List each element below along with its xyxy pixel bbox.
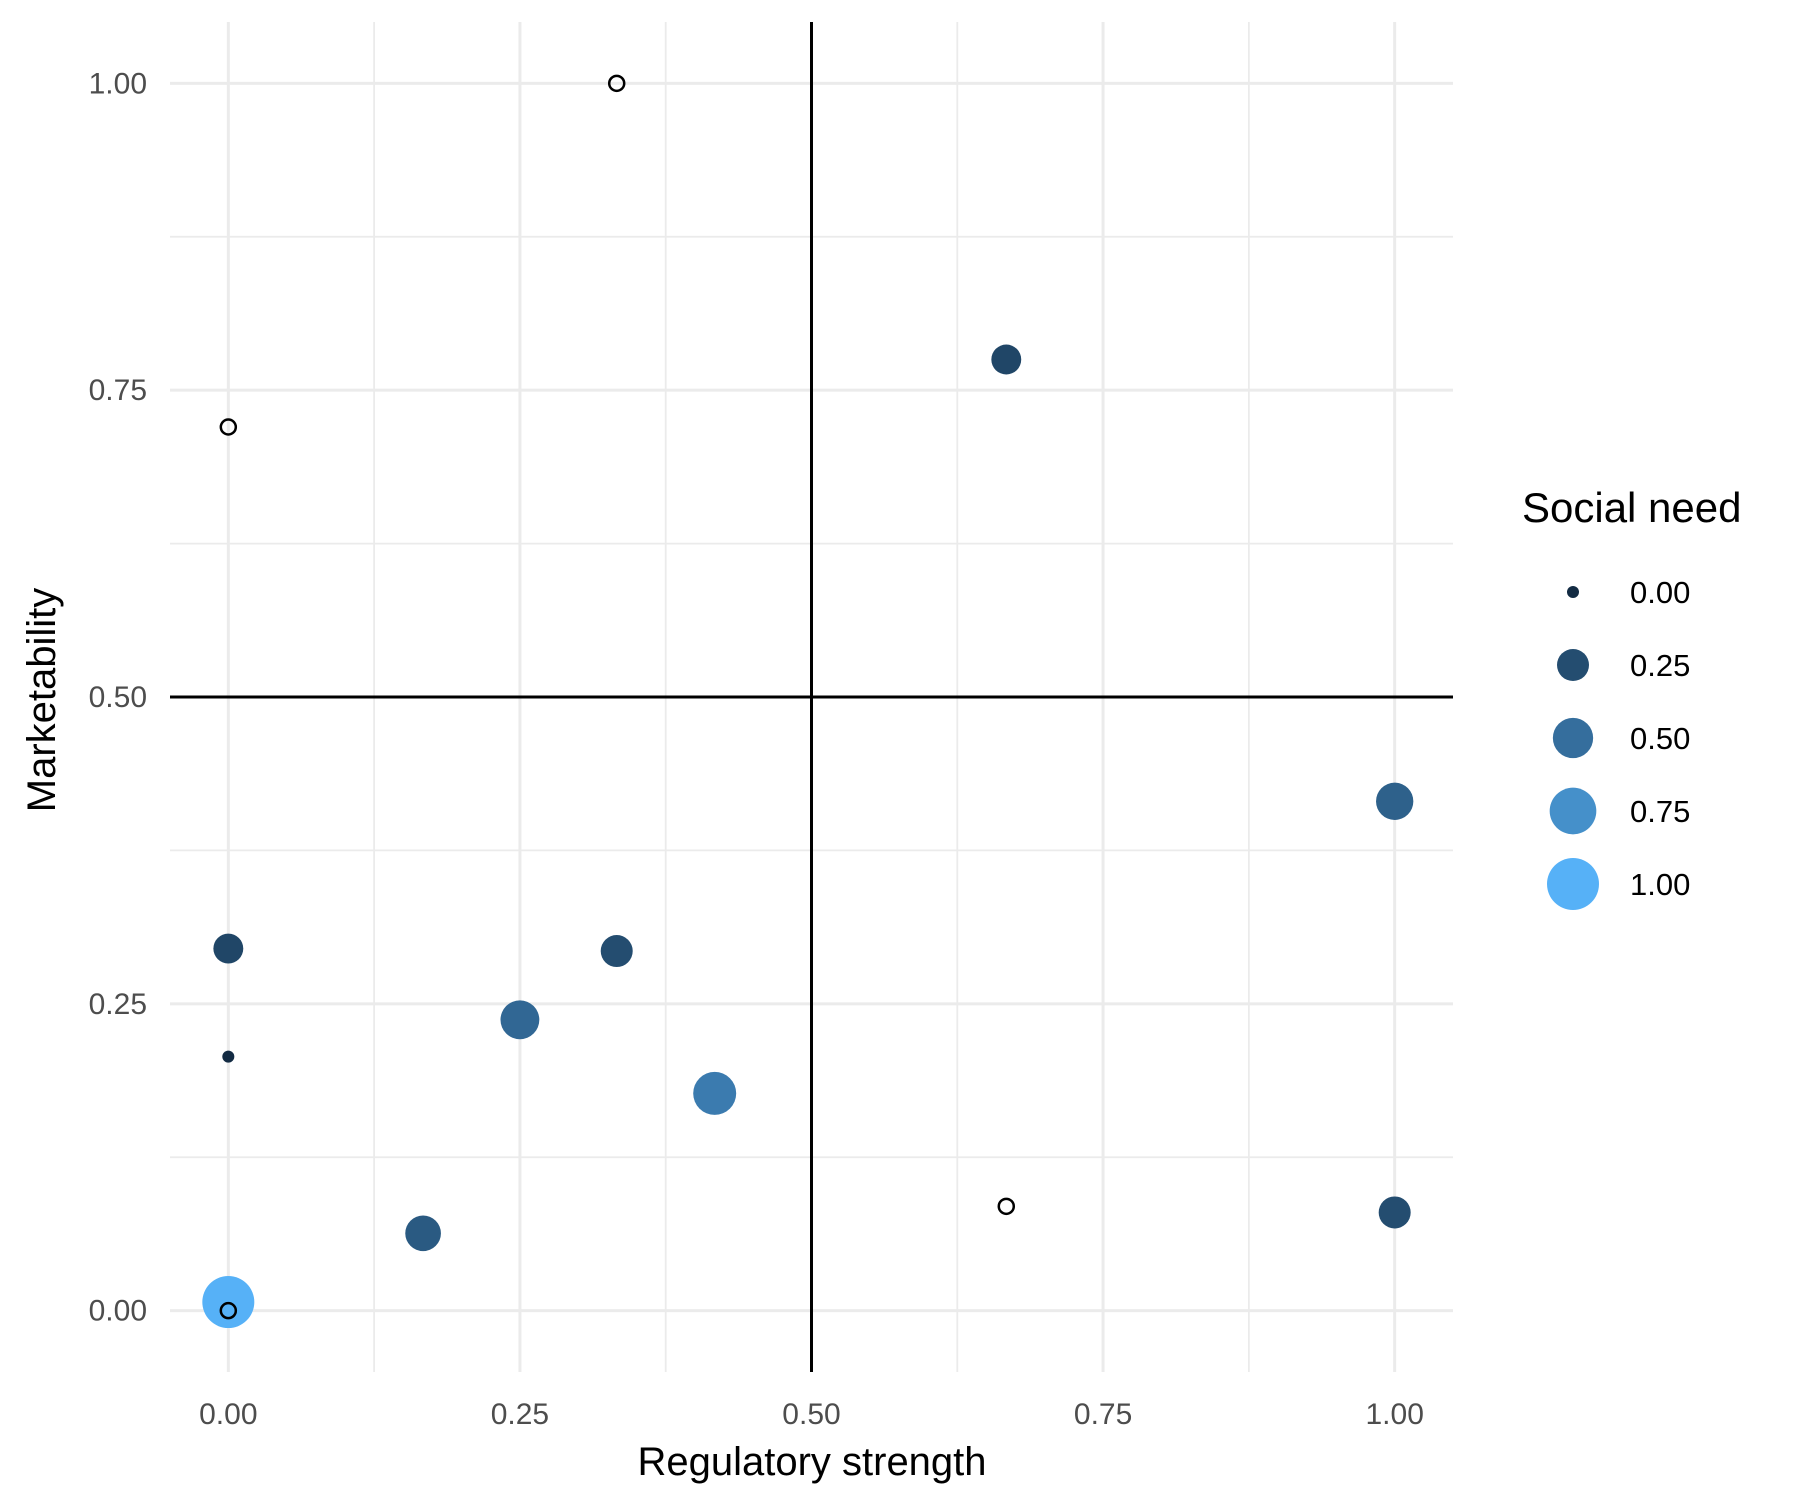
data-point (693, 1071, 737, 1115)
y-tick-label: 1.00 (89, 67, 147, 100)
y-tick-label: 0.50 (89, 681, 147, 714)
missing-value-point (219, 418, 238, 436)
data-point (1378, 1196, 1411, 1229)
y-axis-tick-labels: 0.00 0.25 0.50 0.75 1.00 (89, 67, 147, 1327)
legend: Social need 0.00 0.25 0.50 0.75 1.00 (1522, 484, 1742, 910)
legend-label: 0.75 (1630, 794, 1690, 829)
legend-key (1552, 717, 1594, 759)
missing-value-point (219, 1301, 238, 1320)
data-point (222, 1050, 235, 1063)
legend-label: 0.50 (1630, 721, 1690, 756)
data-point (405, 1215, 441, 1252)
x-tick-label: 0.25 (491, 1398, 549, 1431)
x-axis-tick-labels: 0.00 0.25 0.50 0.75 1.00 (199, 1398, 1424, 1431)
legend-label: 0.25 (1630, 648, 1690, 683)
data-point (500, 1000, 540, 1040)
legend-key (1567, 586, 1579, 598)
data-point (600, 935, 633, 968)
missing-value-point (997, 1197, 1016, 1216)
x-tick-label: 1.00 (1365, 1398, 1423, 1431)
y-tick-label: 0.00 (89, 1295, 147, 1328)
legend-entries: 0.00 0.25 0.50 0.75 1.00 (1547, 575, 1690, 910)
legend-title: Social need (1522, 484, 1742, 531)
y-axis-title: Marketability (20, 588, 64, 813)
y-tick-label: 0.25 (89, 988, 147, 1021)
x-axis-title: Regulatory strength (637, 1440, 986, 1484)
legend-key (1549, 787, 1597, 835)
legend-key (1547, 858, 1599, 910)
reference-lines (170, 22, 1453, 1372)
data-point (991, 344, 1022, 375)
missing-value-point (607, 74, 626, 93)
y-tick-label: 0.75 (89, 374, 147, 407)
x-tick-label: 0.00 (199, 1398, 257, 1431)
x-tick-label: 0.75 (1074, 1398, 1132, 1431)
data-point (213, 933, 244, 964)
x-tick-label: 0.50 (782, 1398, 840, 1431)
data-point (1376, 782, 1414, 820)
data-points (202, 74, 1414, 1329)
legend-label: 1.00 (1630, 867, 1690, 902)
legend-label: 0.00 (1630, 575, 1690, 610)
legend-key (1557, 649, 1589, 681)
